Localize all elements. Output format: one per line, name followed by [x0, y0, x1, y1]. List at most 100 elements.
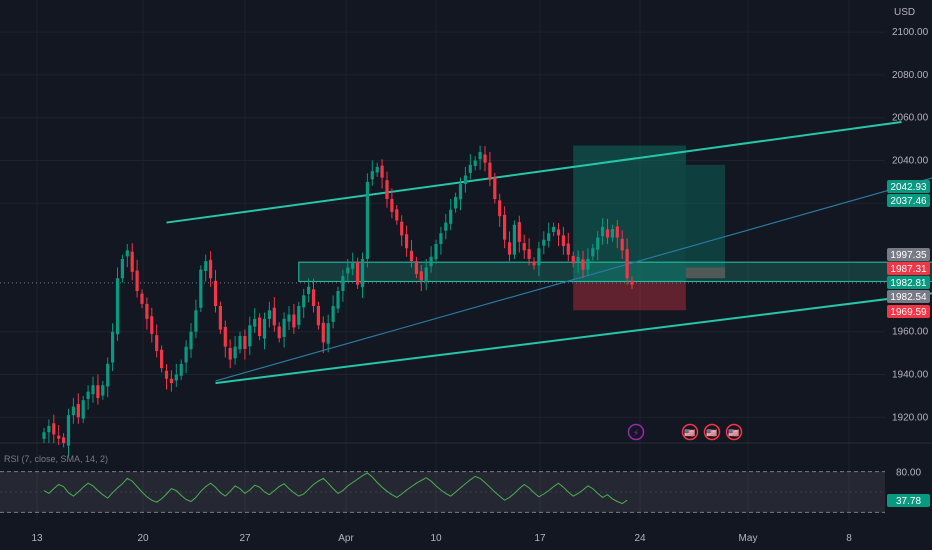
- y-tick-label: 2060.00: [892, 113, 929, 124]
- candle-body: [57, 435, 61, 439]
- axis: 2100.002080.002060.002040.002020.001960.…: [31, 7, 930, 544]
- candle-body: [527, 249, 531, 259]
- candle-body: [272, 307, 276, 326]
- candle-body: [52, 423, 56, 435]
- candle-body: [233, 346, 237, 359]
- candle-body: [556, 229, 561, 236]
- candle-body: [429, 256, 433, 267]
- candle-body: [194, 310, 198, 332]
- candle-body: [341, 276, 345, 292]
- us-flag-icon[interactable]: 🇺🇸: [703, 423, 721, 441]
- candle-body: [409, 250, 414, 262]
- candle-body: [243, 335, 247, 349]
- us-flag-icon-ring: [681, 423, 699, 441]
- candle-body: [184, 346, 188, 363]
- price-badge[interactable]: [887, 194, 930, 207]
- candle-body: [351, 263, 355, 269]
- x-tick-label: 17: [534, 533, 546, 544]
- candle-body: [326, 323, 330, 344]
- candle-body: [571, 255, 575, 264]
- candle-body: [449, 209, 453, 224]
- y-tick-label: 1960.00: [892, 327, 929, 338]
- rsi-upper-band-label: 80.00: [896, 468, 921, 479]
- candle-body: [620, 238, 624, 251]
- price-badge-label: 1982.54: [890, 292, 927, 303]
- lightning-icon[interactable]: ⚡: [627, 423, 645, 441]
- candle-body: [463, 175, 467, 185]
- rsi-band: [0, 471, 885, 513]
- us-flag-icon[interactable]: 🇺🇸: [681, 423, 699, 441]
- rsi-indicator-label[interactable]: RSI (7, close, SMA, 14, 2): [4, 454, 108, 464]
- candle-body: [454, 196, 458, 209]
- candle-body: [360, 258, 365, 288]
- candle-body: [223, 327, 227, 347]
- price-badge-label: 1997.35: [890, 250, 927, 261]
- price-badge[interactable]: [887, 290, 930, 303]
- candle-body: [292, 314, 296, 328]
- candle-body: [331, 306, 335, 322]
- candle-body: [311, 289, 316, 307]
- x-tick-label: 24: [634, 533, 646, 544]
- candle-body: [532, 261, 536, 266]
- candle-body: [204, 261, 208, 271]
- us-flag-icon-glyph: 🇺🇸: [706, 428, 717, 439]
- price-badge[interactable]: [887, 276, 930, 289]
- price-badge[interactable]: [887, 180, 930, 193]
- candle-body: [76, 404, 80, 418]
- price-badge[interactable]: [887, 248, 930, 261]
- candle-body: [434, 243, 438, 260]
- candle-body: [150, 316, 154, 334]
- candle-body: [566, 243, 570, 255]
- long-position-target-zone: [573, 145, 686, 283]
- candle-body: [336, 291, 340, 309]
- candle-body: [400, 221, 404, 236]
- lightning-icon-glyph: ⚡: [633, 429, 639, 439]
- candle-body: [547, 233, 551, 241]
- us-flag-icon-ring: [703, 423, 721, 441]
- candle-body: [630, 280, 634, 285]
- grid: [0, 0, 932, 520]
- candle-body: [111, 331, 115, 363]
- price-badge-label: 2042.93: [890, 182, 927, 193]
- candle-body: [267, 310, 271, 319]
- candle-body: [253, 318, 257, 327]
- event-icons: ⚡ 🇺🇸 🇺🇸 🇺🇸: [627, 423, 743, 441]
- candle-body: [307, 286, 311, 295]
- long-position-stop-zone: [573, 282, 686, 311]
- candle-body: [488, 162, 492, 180]
- candle-body: [395, 209, 399, 221]
- candle-body: [424, 267, 428, 282]
- candle-body: [601, 226, 605, 237]
- candle-body: [596, 237, 600, 250]
- candle-body: [581, 259, 585, 270]
- x-tick-label: 8: [846, 533, 852, 544]
- x-tick-label: 10: [430, 533, 442, 544]
- candle-body: [493, 177, 497, 200]
- candle-body: [625, 249, 629, 279]
- candle-body: [370, 171, 374, 180]
- lightning-icon-ring: [627, 423, 645, 441]
- candle-body: [321, 322, 325, 343]
- price-badge[interactable]: [887, 262, 930, 275]
- candle-body: [47, 425, 51, 433]
- candle-body: [228, 347, 232, 360]
- candle-body: [390, 199, 394, 212]
- price-badge-label: 1982.81: [890, 278, 927, 289]
- price-badge-label: 2037.46: [890, 196, 927, 207]
- candle-body: [517, 222, 521, 242]
- candle-body: [591, 248, 595, 257]
- channel-lower-line[interactable]: [215, 270, 932, 385]
- support-zone[interactable]: [298, 261, 932, 282]
- channel-upper-line[interactable]: [166, 120, 902, 224]
- us-flag-icon[interactable]: 🇺🇸: [725, 423, 743, 441]
- candle-body: [503, 214, 507, 240]
- us-flag-icon-glyph: 🇺🇸: [728, 428, 739, 439]
- rsi-line: [43, 472, 628, 505]
- price-badge[interactable]: [887, 305, 930, 318]
- candle-body: [238, 335, 242, 350]
- candle-body: [561, 235, 565, 247]
- candle-body: [498, 200, 502, 217]
- candle-body: [468, 164, 472, 173]
